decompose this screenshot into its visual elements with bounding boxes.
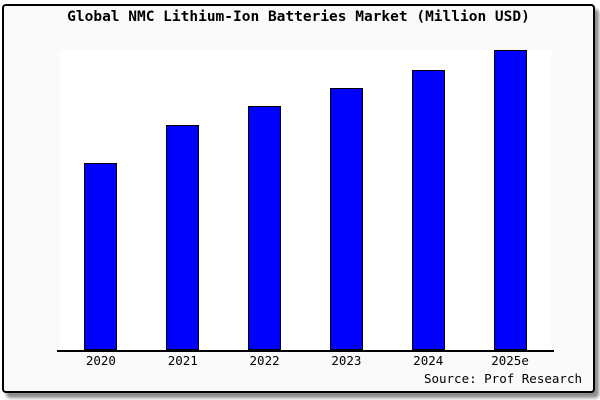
x-tick-label-2021: 2021 <box>167 353 198 368</box>
bar-slot-2020 <box>60 50 142 350</box>
bar-2023 <box>329 87 363 350</box>
bar-2024 <box>411 69 445 350</box>
x-tick-label-2023: 2023 <box>331 353 362 368</box>
bar-2025e <box>493 50 527 350</box>
bar-slot-2025e <box>469 50 551 350</box>
x-axis-labels: 2020 2021 2022 2023 2024 2025e <box>60 354 551 368</box>
x-tick-label-2024: 2024 <box>413 353 444 368</box>
x-tick-label-2022: 2022 <box>249 353 280 368</box>
x-axis-line <box>57 350 554 352</box>
bar-2022 <box>248 106 282 350</box>
bar-slot-2024 <box>387 50 469 350</box>
bar-2020 <box>84 162 118 350</box>
chart-title: Global NMC Lithium-Ion Batteries Market … <box>67 9 530 25</box>
plot-area <box>60 50 551 350</box>
bar-2021 <box>166 125 200 350</box>
source-note: Source: Prof Research <box>423 371 582 386</box>
bar-slot-2022 <box>224 50 306 350</box>
x-tick-label-2020: 2020 <box>85 353 116 368</box>
bar-slot-2021 <box>142 50 224 350</box>
x-tick-label-2025e: 2025e <box>491 353 529 368</box>
bar-slot-2023 <box>305 50 387 350</box>
figure-window: Global NMC Lithium-Ion Batteries Market … <box>2 4 595 393</box>
